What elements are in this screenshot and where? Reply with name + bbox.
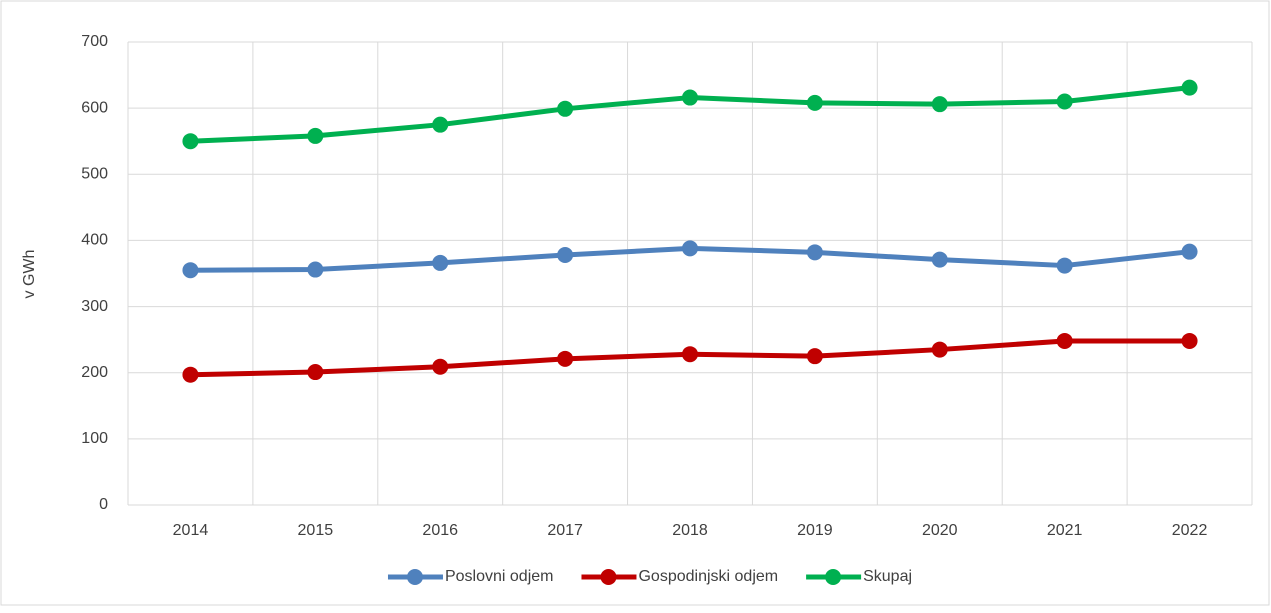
data-point — [1181, 79, 1198, 96]
x-tick-label: 2015 — [298, 522, 334, 539]
x-tick-label: 2022 — [1172, 522, 1208, 539]
data-point — [682, 240, 698, 257]
data-point — [931, 341, 948, 358]
x-tick-label: 2019 — [797, 522, 833, 539]
y-tick-label: 400 — [81, 232, 108, 249]
data-point — [931, 251, 948, 268]
y-tick-label: 100 — [81, 430, 108, 447]
legend-label: Poslovni odjem — [445, 568, 554, 585]
data-point — [557, 246, 574, 263]
data-point — [307, 364, 324, 381]
data-point — [432, 116, 449, 133]
x-tick-label: 2016 — [422, 522, 458, 539]
x-tick-label: 2020 — [922, 522, 958, 539]
x-tick-label: 2021 — [1047, 522, 1083, 539]
y-tick-label: 700 — [81, 33, 108, 50]
data-point — [557, 100, 574, 117]
legend-marker — [406, 569, 423, 585]
data-point — [682, 346, 698, 363]
legend-marker — [825, 569, 842, 585]
data-point — [1056, 93, 1073, 110]
data-point — [557, 350, 574, 367]
data-point — [1181, 332, 1198, 349]
y-tick-label: 300 — [81, 298, 108, 315]
data-point — [1181, 243, 1198, 260]
data-point — [432, 254, 449, 271]
data-point — [1056, 257, 1073, 274]
data-point — [806, 348, 823, 365]
y-axis-title: v GWh — [21, 250, 38, 299]
data-point — [182, 366, 199, 383]
x-tick-label: 2017 — [547, 522, 583, 539]
data-point — [806, 94, 823, 111]
data-point — [806, 244, 823, 261]
data-point — [307, 261, 324, 278]
y-tick-label: 200 — [81, 364, 108, 381]
x-tick-label: 2018 — [672, 522, 708, 539]
legend-label: Gospodinjski odjem — [638, 568, 778, 585]
data-point — [307, 127, 324, 144]
y-tick-label: 500 — [81, 166, 108, 183]
data-point — [182, 262, 199, 279]
legend-label: Skupaj — [863, 568, 912, 585]
data-point — [682, 89, 698, 106]
y-tick-label: 0 — [99, 496, 108, 513]
x-tick-label: 2014 — [173, 522, 209, 539]
y-tick-label: 600 — [81, 99, 108, 116]
data-point — [931, 96, 948, 113]
data-point — [432, 358, 449, 375]
data-point — [1056, 332, 1073, 349]
data-point — [182, 133, 199, 150]
legend-marker — [600, 569, 617, 585]
